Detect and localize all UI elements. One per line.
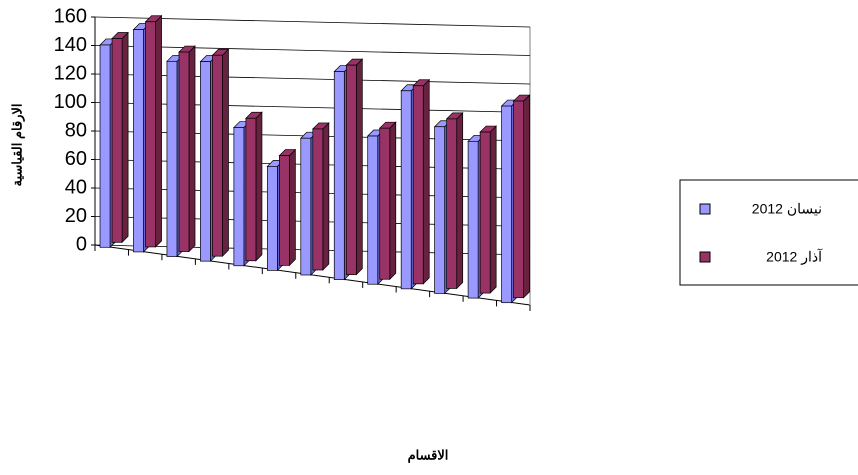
- grid-line: [94, 45, 531, 56]
- bar: [379, 127, 391, 280]
- bar: [467, 140, 479, 299]
- y-tick-label: 20: [65, 205, 87, 227]
- y-tick-label: 40: [65, 176, 87, 198]
- bar: [245, 117, 257, 262]
- x-axis-title: الاقسام: [408, 447, 449, 463]
- bar-side: [155, 14, 162, 248]
- legend-box: [679, 179, 858, 286]
- bar: [233, 127, 245, 267]
- bar: [212, 54, 223, 257]
- bar-side: [222, 48, 229, 257]
- bar: [166, 60, 178, 257]
- bar: [434, 126, 446, 294]
- bar: [367, 135, 379, 285]
- bar-side: [188, 45, 196, 253]
- y-tick-label: 160: [54, 5, 87, 27]
- bar: [145, 21, 156, 248]
- bar: [412, 85, 424, 285]
- y-tick-label: 80: [65, 119, 87, 141]
- bar: [312, 128, 324, 271]
- legend-label: نيسان 2012: [752, 201, 822, 217]
- bar: [133, 29, 144, 253]
- bar-side: [523, 94, 530, 299]
- y-tick-label: 60: [65, 148, 87, 170]
- bar: [513, 100, 524, 299]
- bar-side: [289, 148, 296, 267]
- bar: [111, 38, 123, 243]
- y-tick-label: 100: [54, 91, 87, 113]
- bar: [446, 118, 458, 289]
- grid-line: [94, 16, 531, 28]
- y-axis-title: الارقام القياسية: [9, 104, 25, 187]
- y-tick-label: 140: [54, 34, 87, 56]
- bar: [300, 137, 312, 276]
- bar-side: [422, 78, 430, 285]
- legend-swatch: [699, 203, 711, 215]
- bar-side: [489, 125, 497, 294]
- bar: [333, 71, 345, 280]
- legend-swatch: [699, 251, 711, 263]
- bar: [479, 131, 491, 294]
- bar-side: [121, 31, 129, 244]
- bar-side: [389, 121, 397, 281]
- legend-label: آذار 2012: [766, 248, 823, 266]
- bar-side: [255, 111, 263, 262]
- y-tick-label: 0: [76, 233, 87, 255]
- bar: [200, 61, 211, 262]
- bar: [400, 90, 412, 290]
- bar-side: [322, 122, 330, 271]
- y-tick-label: 120: [54, 62, 87, 84]
- bar: [178, 51, 190, 252]
- bar: [99, 44, 111, 248]
- bar-side: [355, 58, 363, 276]
- bar: [279, 155, 290, 266]
- bar: [345, 64, 357, 275]
- bar-side: [456, 112, 464, 290]
- bar: [266, 166, 278, 271]
- bar: [501, 105, 512, 304]
